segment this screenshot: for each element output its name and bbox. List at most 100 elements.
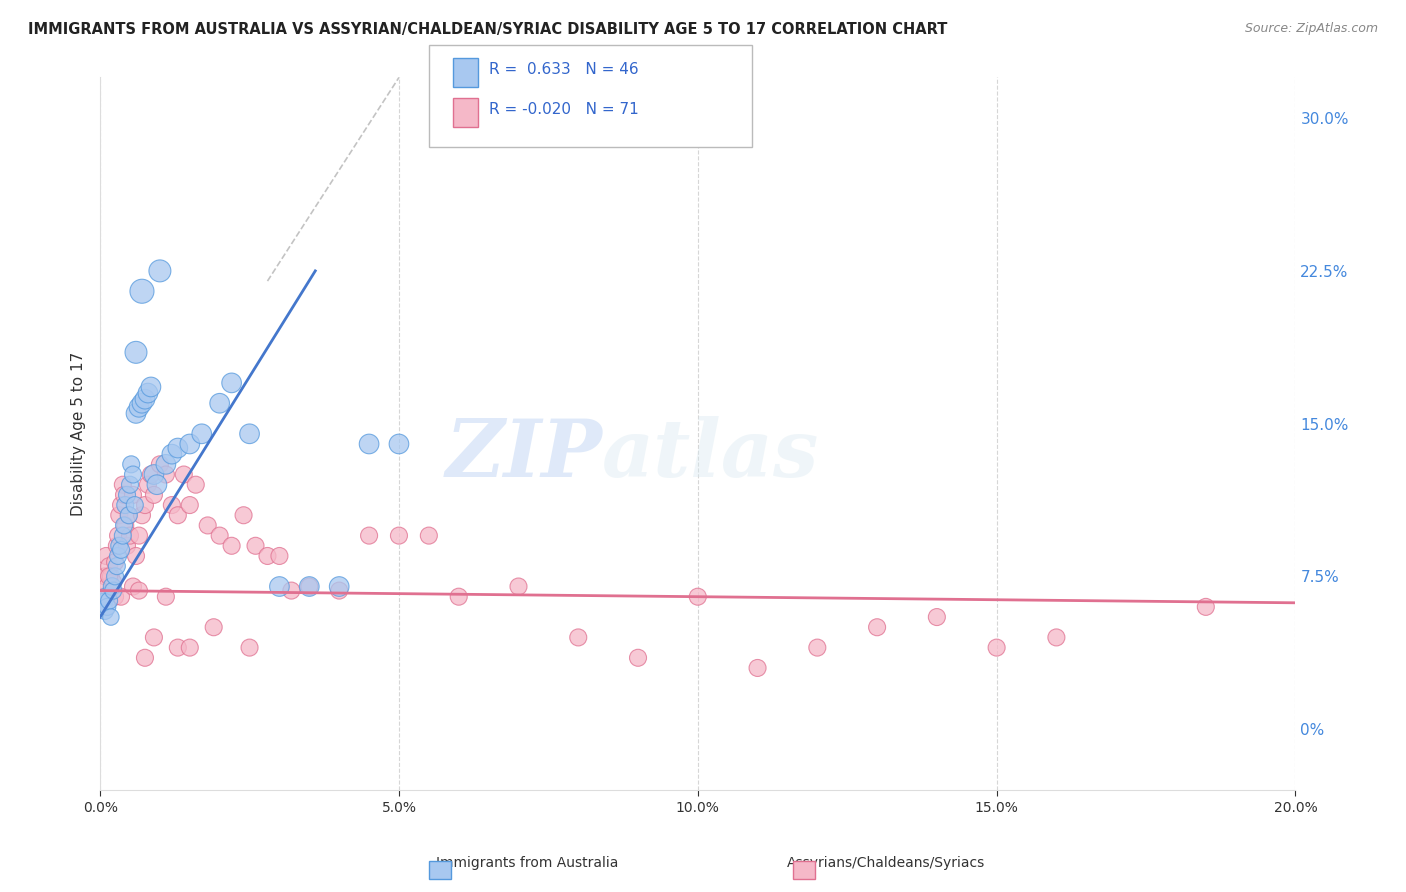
Point (238, 640, 260, 655)
Text: R = -0.020   N = 71: R = -0.020 N = 71 (489, 103, 640, 118)
Point (100, 610, 122, 624)
Point (100, 569, 122, 583)
Point (269, 580, 291, 594)
Point (128, 401, 150, 415)
Point (232, 508, 254, 523)
Point (101, 583, 124, 598)
Point (298, 580, 321, 594)
Point (115, 539, 138, 553)
Text: Assyrians/Chaldeans/Syriacs: Assyrians/Chaldeans/Syriacs (786, 855, 986, 870)
Point (269, 549, 291, 563)
Point (94, 590, 117, 604)
Point (388, 528, 411, 542)
Point (139, 380, 162, 394)
Point (104, 590, 127, 604)
Point (122, 467, 145, 482)
Point (160, 447, 183, 461)
Point (221, 539, 243, 553)
Text: Immigrants from Australia: Immigrants from Australia (436, 855, 619, 870)
Point (96, 580, 118, 594)
Point (155, 458, 177, 472)
Point (112, 518, 135, 533)
Point (149, 264, 172, 278)
Point (986, 640, 1008, 655)
Point (115, 488, 138, 502)
Point (166, 508, 188, 523)
Text: ZIP: ZIP (446, 417, 602, 494)
Point (202, 620, 225, 634)
Point (118, 528, 141, 542)
Point (747, 661, 769, 675)
Text: atlas: atlas (602, 417, 820, 494)
Point (101, 580, 124, 594)
Point (125, 345, 148, 359)
Point (105, 539, 128, 553)
Point (179, 640, 201, 655)
Point (94, 549, 117, 563)
Point (114, 518, 136, 533)
Point (359, 528, 381, 542)
Point (98, 569, 121, 583)
Point (686, 590, 709, 604)
Point (98, 594, 121, 608)
Point (104, 569, 127, 583)
Point (111, 477, 134, 491)
Point (328, 583, 350, 598)
Point (418, 528, 440, 542)
Point (103, 575, 125, 590)
Point (118, 508, 141, 523)
Point (96, 599, 118, 614)
Point (107, 528, 129, 542)
Point (238, 426, 260, 441)
Point (124, 498, 146, 512)
Point (131, 285, 153, 299)
Point (925, 610, 948, 624)
Point (134, 392, 156, 407)
Point (184, 477, 207, 491)
Point (114, 498, 136, 512)
Point (190, 426, 212, 441)
Point (160, 498, 183, 512)
Point (105, 559, 128, 574)
Point (142, 467, 165, 482)
Text: IMMIGRANTS FROM AUSTRALIA VS ASSYRIAN/CHALDEAN/SYRIAC DISABILITY AGE 5 TO 17 COR: IMMIGRANTS FROM AUSTRALIA VS ASSYRIAN/CH… (28, 22, 948, 37)
Point (208, 396, 231, 410)
Point (111, 528, 134, 542)
Point (298, 580, 321, 594)
Text: R =  0.633   N = 46: R = 0.633 N = 46 (489, 62, 638, 78)
Point (1045, 631, 1067, 645)
Point (166, 640, 188, 655)
Point (108, 539, 131, 553)
Point (134, 650, 156, 665)
Point (173, 467, 195, 482)
Point (1195, 599, 1218, 614)
Point (155, 467, 177, 482)
Point (94, 569, 117, 583)
Point (806, 640, 828, 655)
Point (122, 580, 145, 594)
Point (131, 508, 153, 523)
Point (245, 539, 267, 553)
Point (179, 437, 201, 451)
Point (146, 477, 169, 491)
Point (107, 549, 129, 563)
Point (280, 583, 302, 598)
Point (120, 458, 142, 472)
Point (136, 386, 159, 401)
Text: Source: ZipAtlas.com: Source: ZipAtlas.com (1244, 22, 1378, 36)
Point (142, 488, 165, 502)
Point (388, 437, 411, 451)
Point (125, 549, 148, 563)
Point (112, 488, 135, 502)
Point (166, 441, 188, 455)
Point (139, 467, 162, 482)
Point (221, 376, 243, 390)
Point (328, 580, 350, 594)
Point (104, 555, 127, 569)
Point (125, 406, 148, 420)
Point (508, 580, 530, 594)
Point (108, 508, 131, 523)
Point (110, 542, 132, 557)
Point (359, 437, 381, 451)
Point (128, 528, 150, 542)
